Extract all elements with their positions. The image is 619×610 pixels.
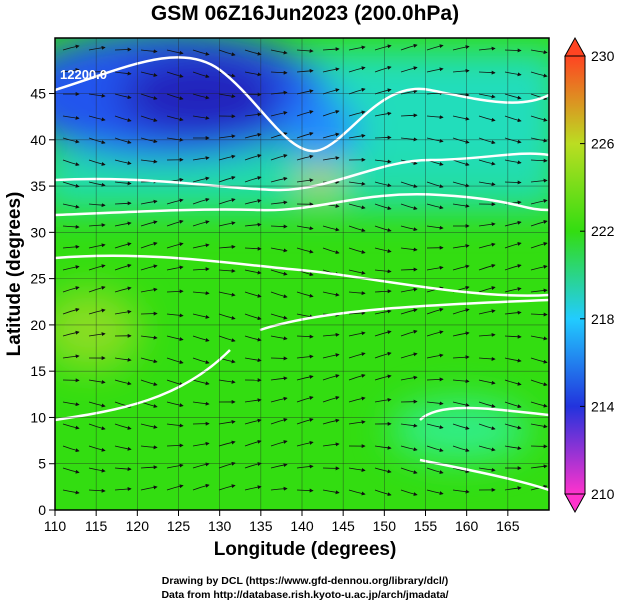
streamline bbox=[505, 182, 521, 183]
x-tick-label: 130 bbox=[208, 518, 232, 534]
y-tick-label: 20 bbox=[30, 317, 46, 333]
streamline bbox=[375, 137, 391, 138]
x-axis-label: Longitude (degrees) bbox=[214, 539, 397, 560]
x-tick-label: 165 bbox=[496, 518, 520, 534]
colorbar-tick-label: 222 bbox=[591, 223, 615, 239]
footer-line: Drawing by DCL (https://www.gfd-dennou.o… bbox=[162, 575, 448, 587]
colorbar-tick-label: 210 bbox=[591, 486, 615, 502]
x-tick-label: 160 bbox=[455, 518, 479, 534]
footer-line: Data from http://database.rish.kyoto-u.a… bbox=[161, 589, 448, 601]
y-tick-label: 25 bbox=[30, 271, 46, 287]
y-tick-label: 45 bbox=[30, 86, 46, 102]
x-tick-label: 110 bbox=[44, 518, 67, 534]
contour-label: 12200.0 bbox=[60, 67, 107, 82]
colorbar-extend-top bbox=[565, 38, 585, 56]
y-tick-label: 0 bbox=[38, 502, 46, 518]
x-tick-label: 145 bbox=[331, 518, 355, 534]
y-tick-label: 35 bbox=[30, 178, 46, 194]
y-axis-label: Latitude (degrees) bbox=[4, 192, 25, 357]
colorbar-tick-label: 214 bbox=[591, 398, 615, 414]
x-tick-label: 140 bbox=[290, 518, 314, 534]
x-tick-label: 135 bbox=[249, 518, 273, 534]
y-tick-label: 15 bbox=[30, 363, 46, 379]
colorbar-tick-label: 230 bbox=[591, 48, 615, 64]
y-tick-label: 40 bbox=[30, 132, 46, 148]
x-tick-label: 115 bbox=[85, 518, 108, 534]
colorbar-extend-bottom bbox=[565, 494, 585, 512]
x-tick-label: 120 bbox=[126, 518, 150, 534]
title: GSM 06Z16Jun2023 (200.0hPa) bbox=[151, 2, 459, 25]
y-tick-label: 5 bbox=[38, 456, 46, 472]
x-tick-label: 150 bbox=[373, 518, 397, 534]
y-tick-label: 30 bbox=[30, 224, 46, 240]
y-tick-label: 10 bbox=[30, 409, 46, 425]
streamline bbox=[505, 50, 521, 51]
colorbar-tick-label: 218 bbox=[591, 311, 615, 327]
colorbar-tick-label: 226 bbox=[591, 136, 615, 152]
colorbar bbox=[565, 56, 585, 494]
x-tick-label: 125 bbox=[167, 518, 191, 534]
field: 12200.0 bbox=[10, 30, 560, 510]
x-tick-label: 155 bbox=[414, 518, 438, 534]
